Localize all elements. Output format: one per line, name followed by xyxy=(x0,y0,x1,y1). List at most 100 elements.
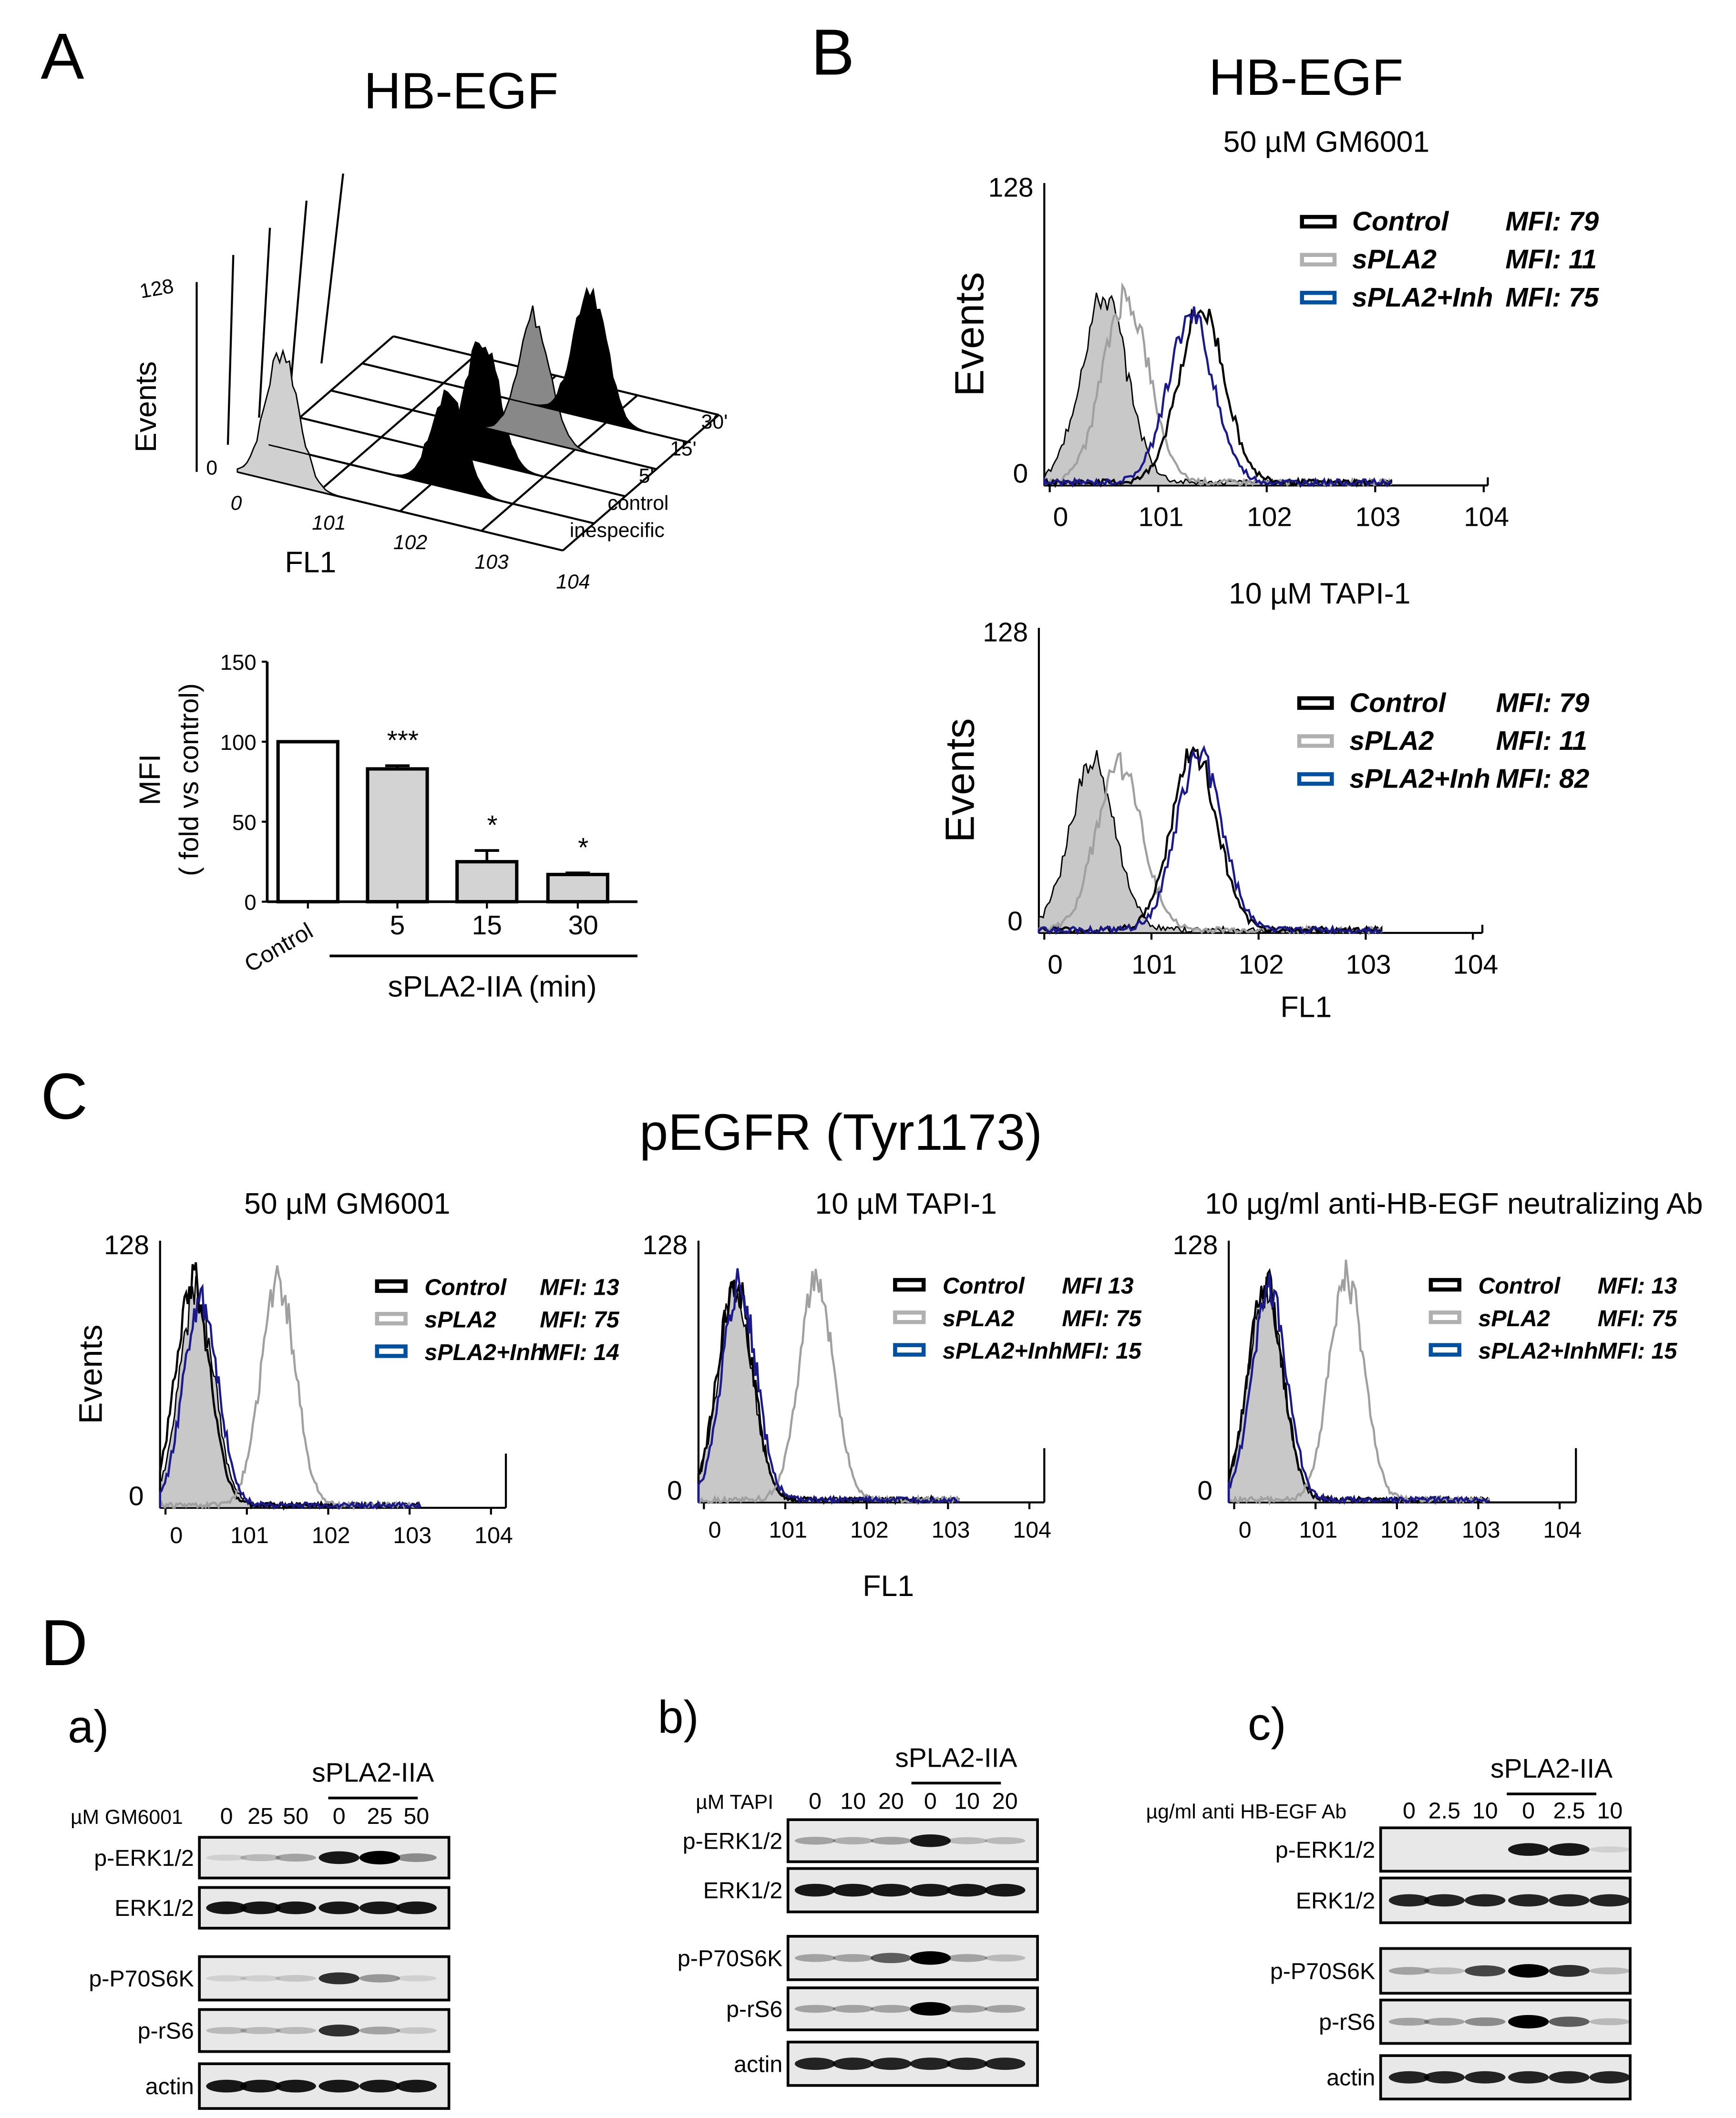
blot-band xyxy=(1549,1894,1590,1907)
blot-band xyxy=(910,1883,951,1897)
blot-band xyxy=(946,1883,987,1897)
y-max-label: 128 xyxy=(1172,1230,1218,1260)
blot-band xyxy=(396,2027,437,2034)
x-tick-label: 104 xyxy=(1453,950,1498,980)
blot-band xyxy=(832,1837,873,1845)
y-axis-label: Events xyxy=(937,718,983,843)
histogram-title: 10 µg/ml anti-HB-EGF neutralizing Ab xyxy=(1205,1187,1703,1220)
wall-line xyxy=(289,200,308,391)
x-tick-label: 0 xyxy=(1048,950,1063,980)
legend-label: Control xyxy=(424,1274,507,1300)
x-tick-label: 101 xyxy=(1138,502,1183,532)
x-tick-label: 101 xyxy=(769,1517,807,1543)
legend-label: Control xyxy=(1349,688,1446,718)
panel-a-title: HB-EGF xyxy=(364,62,558,120)
legend-label: sPLA2+Inh xyxy=(1478,1338,1598,1364)
blot-band xyxy=(985,2005,1026,2013)
blot-row-label: ERK1/2 xyxy=(1296,1888,1376,1914)
legend-mfi: MFI: 82 xyxy=(1496,764,1589,794)
significance-mark: *** xyxy=(387,726,419,756)
blot-band xyxy=(359,1974,401,1983)
panel-d-label: D xyxy=(41,1606,88,1679)
blot-band xyxy=(832,2057,873,2070)
blot-band xyxy=(396,2079,437,2093)
wall-line xyxy=(320,173,344,364)
blot-row-label: p-P70S6K xyxy=(89,1966,194,1992)
histogram-title: 10 µM TAPI-1 xyxy=(815,1187,996,1220)
blot-band xyxy=(318,2079,360,2093)
blot-band xyxy=(871,1953,912,1964)
y-min-label: 0 xyxy=(129,1481,144,1511)
blot-band xyxy=(275,1975,316,1982)
panel-b-label: B xyxy=(811,15,854,88)
hist3d-peak xyxy=(299,341,626,497)
legend-mfi: MFI: 75 xyxy=(1505,283,1599,313)
blot-band xyxy=(985,2057,1026,2070)
hist3d-ylabel: Events xyxy=(129,361,163,452)
blot-band xyxy=(318,1851,360,1864)
panel-b-title: HB-EGF xyxy=(1209,48,1403,106)
dose-value: 50 xyxy=(403,1803,429,1829)
blot-band xyxy=(240,1901,281,1914)
blot-band xyxy=(240,2079,281,2093)
blot-row-label: p-ERK1/2 xyxy=(683,1828,783,1854)
bar xyxy=(546,872,609,904)
dose-value: 10 xyxy=(1597,1798,1623,1823)
hist3d-xlabel: FL1 xyxy=(285,545,336,579)
hist3d-peak xyxy=(268,389,595,524)
x-tick-label: 103 xyxy=(1346,950,1391,980)
dose-value: 0 xyxy=(924,1788,937,1814)
blot-band xyxy=(1424,2017,1465,2026)
legend-swatch xyxy=(1300,253,1337,266)
legend-swatch xyxy=(1428,1310,1461,1324)
histogram-line-Control xyxy=(1227,1268,1490,1504)
wall-line xyxy=(226,255,235,445)
x-tick-label: 102 xyxy=(1239,950,1284,980)
histogram-b-gm6001: 50 µM GM6001 128 0 Events 0 101 102 103 104 Contr… xyxy=(947,125,1599,532)
hist3d-peak xyxy=(362,286,688,443)
legend-mfi: MFI: 13 xyxy=(1598,1273,1677,1299)
blot-panel-label: c) xyxy=(1248,1698,1286,1750)
dose-value: 0 xyxy=(1403,1798,1416,1823)
blot-band xyxy=(871,1837,912,1845)
x-tick-label: 102 xyxy=(312,1523,350,1548)
grid-line xyxy=(318,355,476,492)
dose-value: 10 xyxy=(840,1788,866,1814)
hist3d-xtick: 0 xyxy=(231,492,242,515)
legend-mfi: MFI: 15 xyxy=(1598,1338,1678,1364)
histogram-b-tapi: 10 µM TAPI-1 128 0 Events 0 101 102 103 104 Contr… xyxy=(937,577,1589,980)
blot-band xyxy=(275,1901,316,1914)
hist3d-plot: Events 128 0 FL1 0 101 102 103 104 inespecifi… xyxy=(129,173,728,593)
x-tick-label: Control xyxy=(240,918,318,977)
legend-label: sPLA2 xyxy=(1478,1306,1550,1331)
blot-band xyxy=(832,1954,873,1962)
histogram-line-sPLA2+Inh xyxy=(1043,306,1392,488)
histogram-line-sPLA2+Inh xyxy=(697,1268,959,1505)
bar-chart-mfi: 0 50 100 150 *** 5 * 15 * 30 Control sPLA2-IIA (min… xyxy=(134,650,637,1003)
dose-value: 2.5 xyxy=(1428,1798,1460,1823)
blot-band xyxy=(946,2057,987,2070)
hist3d-row-label: inespecific xyxy=(570,519,665,542)
blot-band xyxy=(275,2079,316,2093)
x-tick-label: 102 xyxy=(850,1517,889,1543)
legend-mfi: MFI: 13 xyxy=(540,1274,619,1300)
blot-band xyxy=(396,1901,437,1914)
legend-mfi: MFI: 75 xyxy=(540,1307,620,1333)
blot-row-label: ERK1/2 xyxy=(114,1895,194,1921)
blot-band xyxy=(206,2027,247,2034)
hist3d-ymin: 0 xyxy=(206,457,217,480)
blot-band xyxy=(794,2005,836,2013)
blot-band xyxy=(985,1883,1026,1897)
x-tick-label: 0 xyxy=(1053,502,1068,532)
legend-label: sPLA2+Inh xyxy=(424,1340,544,1365)
blot-row-label: p-ERK1/2 xyxy=(1275,1837,1376,1863)
dose-value: 2.5 xyxy=(1553,1798,1585,1823)
legend-label: sPLA2 xyxy=(943,1306,1015,1331)
histogram-title: 50 µM GM6001 xyxy=(1223,125,1429,159)
blot-band xyxy=(206,1854,247,1861)
blot-band xyxy=(910,2057,951,2070)
hist3d-xtick: 102 xyxy=(393,531,427,554)
blot-band xyxy=(1508,2015,1549,2029)
histogram-c-gm6001: 50 µM GM6001 128 0 Events 0 101 102 103 104 Contr… xyxy=(72,1187,619,1548)
legend-label: Control xyxy=(1352,207,1449,237)
